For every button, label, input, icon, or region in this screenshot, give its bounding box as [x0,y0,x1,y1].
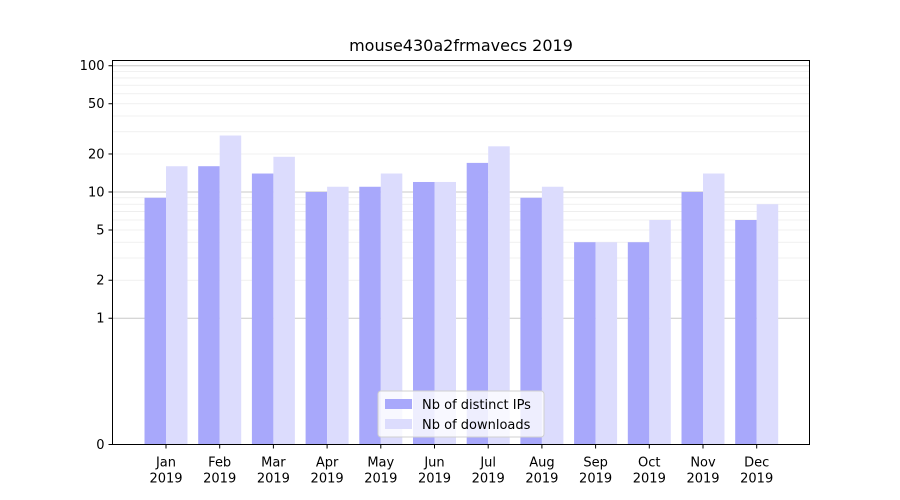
bar-distinct-ips [627,242,650,445]
x-tick-label: Jan 2019 [149,456,182,487]
legend-box [377,390,545,438]
bar-downloads [327,186,349,445]
bar-downloads [595,242,618,445]
bar-downloads [488,146,510,445]
bars [144,135,779,445]
x-tick-label: Jun 2019 [418,456,451,487]
bar-downloads [703,173,725,445]
legend: Nb of distinct IPs Nb of downloads [377,390,545,438]
x-tick-label: Feb 2019 [203,456,236,487]
x-tick-label: Mar 2019 [257,456,290,487]
y-tick-label: 0 [96,438,104,453]
bar-downloads [541,186,564,445]
bar-distinct-ips [198,166,220,445]
y-tick-label: 1 [96,312,104,327]
y-tick-label: 2 [96,274,104,289]
bar-distinct-ips [413,181,435,445]
y-tick-label: 100 [80,59,105,74]
y-tick-label: 5 [96,223,104,238]
bar-distinct-ips [144,197,166,445]
bar-distinct-ips [735,219,757,445]
bar-downloads [380,173,403,445]
chart-title: mouse430a2frmavecs 2019 [349,36,573,55]
bar-distinct-ips [681,191,703,445]
y-tick-label: 10 [88,185,105,200]
x-tick-label: Jul 2019 [472,456,505,487]
x-axis: Jan 2019 Feb 2019 Mar 2019 Apr 2019 May 2019 Jun 20… [149,444,773,487]
x-tick-label: Oct 2019 [633,456,666,487]
y-tick-label: 50 [88,97,105,112]
plot-frame [112,60,810,445]
bar-downloads [166,166,188,445]
bar-downloads [219,135,242,445]
x-tick-label: Dec 2019 [740,456,773,487]
x-tick-label: Apr 2019 [311,456,344,487]
bar-distinct-ips [574,242,596,445]
x-tick-label: Nov 2019 [686,456,719,487]
x-tick-label: Sep 2019 [579,456,612,487]
y-axis: 0 1 2 5 10 20 50 100 [80,59,113,453]
y-tick-label: 20 [88,147,105,162]
bar-distinct-ips [305,191,328,445]
bar-downloads [273,156,295,445]
bar-downloads [649,219,671,445]
legend-swatch [385,419,412,429]
legend-swatch [385,399,412,409]
bar-distinct-ips [520,197,542,445]
bar-downloads [756,204,779,445]
bar-distinct-ips [359,186,381,445]
bar-distinct-ips [466,162,489,445]
x-tick-label: Aug 2019 [525,456,558,487]
legend-label: Nb of downloads [422,418,531,433]
bar-downloads [434,181,456,445]
legend-label: Nb of distinct IPs [422,398,531,413]
bar-distinct-ips [251,173,274,445]
x-tick-label: May 2019 [364,456,397,487]
